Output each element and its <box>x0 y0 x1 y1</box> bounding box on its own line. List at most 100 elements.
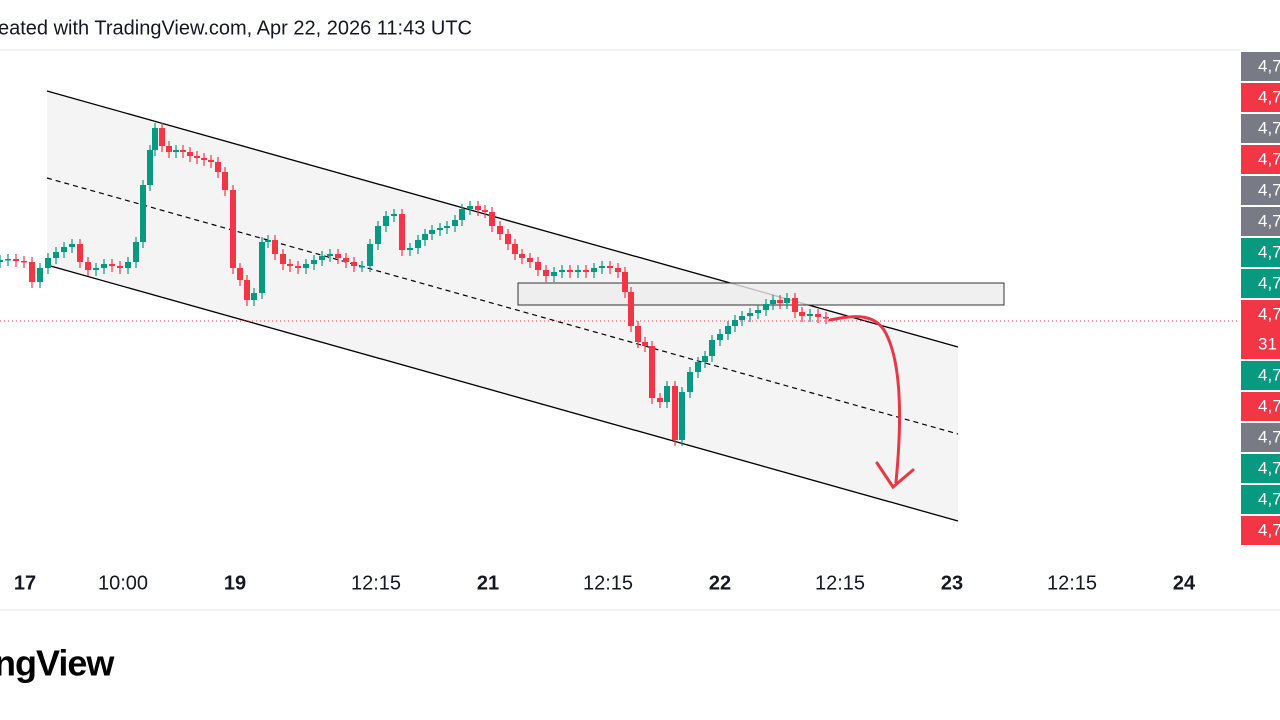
price-tag <box>1241 392 1280 421</box>
price-tag-label: 4,7 <box>1258 242 1280 261</box>
candle-body <box>303 264 309 268</box>
candle-body <box>359 266 365 268</box>
candle-body <box>732 320 738 326</box>
candle-body <box>147 150 153 185</box>
candle-body <box>133 242 139 262</box>
candle-body <box>649 346 655 398</box>
candle-body <box>343 258 349 262</box>
x-axis-label: 12:15 <box>815 572 865 594</box>
candle-body <box>0 260 3 262</box>
price-tag-label: 4,7 <box>1258 118 1280 137</box>
candle-body <box>459 209 465 220</box>
price-tag <box>1241 485 1280 514</box>
x-axis: 17 10:00 19 12:15 21 12:15 22 12:15 23 12:15 24 <box>14 572 1196 594</box>
price-tag-label: 4,7 <box>1258 273 1280 292</box>
candle-body <box>739 316 745 320</box>
candle-body <box>244 280 250 300</box>
candle-body <box>622 272 628 292</box>
price-tag <box>1241 145 1280 174</box>
x-axis-label: 21 <box>477 572 499 594</box>
candle-body <box>792 298 798 312</box>
candle-body <box>591 268 597 272</box>
price-tag <box>1241 83 1280 112</box>
price-tag <box>1241 176 1280 205</box>
candle-body <box>437 228 443 230</box>
arrow-head <box>875 461 915 490</box>
candle-body <box>489 212 495 226</box>
candle-body <box>335 254 341 258</box>
candle-body <box>407 248 413 250</box>
candle-body <box>467 206 473 209</box>
candle-body <box>672 386 678 440</box>
arrow-path <box>828 315 902 484</box>
channel <box>46 90 959 522</box>
price-tag-label: 4,7 <box>1258 180 1280 199</box>
candle-body <box>45 258 51 268</box>
candle-body <box>709 340 715 356</box>
header-text: eated with TradingView.com, Apr 22, 2026… <box>0 17 472 39</box>
candle-body <box>475 206 481 210</box>
candle-body <box>815 314 821 317</box>
candle-body <box>351 262 357 266</box>
channel-bottom <box>46 264 959 522</box>
candle-body <box>559 270 565 272</box>
candle-body <box>280 254 286 264</box>
candle-body <box>166 146 172 152</box>
candle-body <box>194 156 200 158</box>
candle-body <box>173 150 179 152</box>
candle-body <box>383 216 389 226</box>
candle-body <box>628 292 634 326</box>
candle-body <box>415 240 421 248</box>
candle-body <box>53 252 59 258</box>
candle-body <box>13 259 19 261</box>
x-axis-label: 22 <box>709 572 731 594</box>
candle-body <box>615 268 621 272</box>
candle-body <box>567 270 573 272</box>
price-tag-label: 4,7 <box>1258 427 1280 446</box>
candle-body <box>452 220 458 226</box>
candle-body <box>763 304 769 310</box>
candles <box>0 123 829 446</box>
candle-body <box>695 362 701 372</box>
candle-body <box>375 226 381 244</box>
zone-box <box>517 282 1005 306</box>
candle-body <box>230 190 236 268</box>
candle-body <box>208 160 214 162</box>
candle-body <box>755 310 761 313</box>
candle-body <box>505 234 511 244</box>
price-tag-label: 4,7 <box>1258 365 1280 384</box>
candle-body <box>583 270 589 272</box>
candle-body <box>327 254 333 256</box>
candle-body <box>551 272 557 276</box>
candle-body <box>125 262 131 268</box>
arrow <box>828 315 915 490</box>
candle-body <box>679 392 685 440</box>
x-axis-label: 24 <box>1173 572 1196 594</box>
logo: ngView <box>0 643 115 684</box>
candle-body <box>61 247 67 252</box>
candle-body <box>259 242 265 293</box>
price-tag <box>1241 361 1280 390</box>
candle-body <box>311 260 317 264</box>
candle-body <box>482 210 488 212</box>
x-axis-label: 12:15 <box>1047 572 1097 594</box>
price-tag-label: 4,7 <box>1258 489 1280 508</box>
price-tag <box>1241 52 1280 81</box>
candle-body <box>251 293 257 300</box>
candle-body <box>180 150 186 152</box>
candle-body <box>717 334 723 340</box>
candle-body <box>527 258 533 262</box>
candle-body <box>497 226 503 234</box>
candle-body <box>784 298 790 303</box>
price-tag-label: 4,7 <box>1258 458 1280 477</box>
price-tag-label: 4,7 <box>1258 396 1280 415</box>
candle-body <box>770 300 776 304</box>
price-tag <box>1241 516 1280 545</box>
candle-body <box>399 214 405 250</box>
x-axis-label: 17 <box>14 572 36 594</box>
price-tag-label: 4,7 <box>1258 520 1280 539</box>
x-axis-label: 10:00 <box>98 572 148 594</box>
candle-body <box>109 264 115 266</box>
candle-body <box>367 244 373 266</box>
candle-body <box>429 230 435 234</box>
